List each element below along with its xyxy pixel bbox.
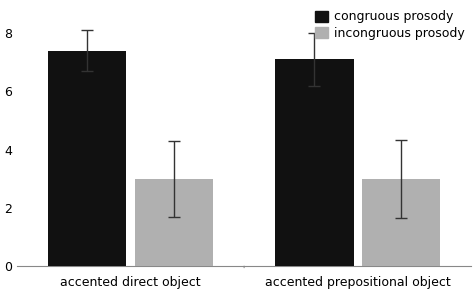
Legend: congruous prosody, incongruous prosody: congruous prosody, incongruous prosody <box>316 11 465 40</box>
Bar <box>135 179 213 266</box>
Bar <box>362 179 440 266</box>
Bar <box>275 59 354 266</box>
Bar <box>48 51 127 266</box>
